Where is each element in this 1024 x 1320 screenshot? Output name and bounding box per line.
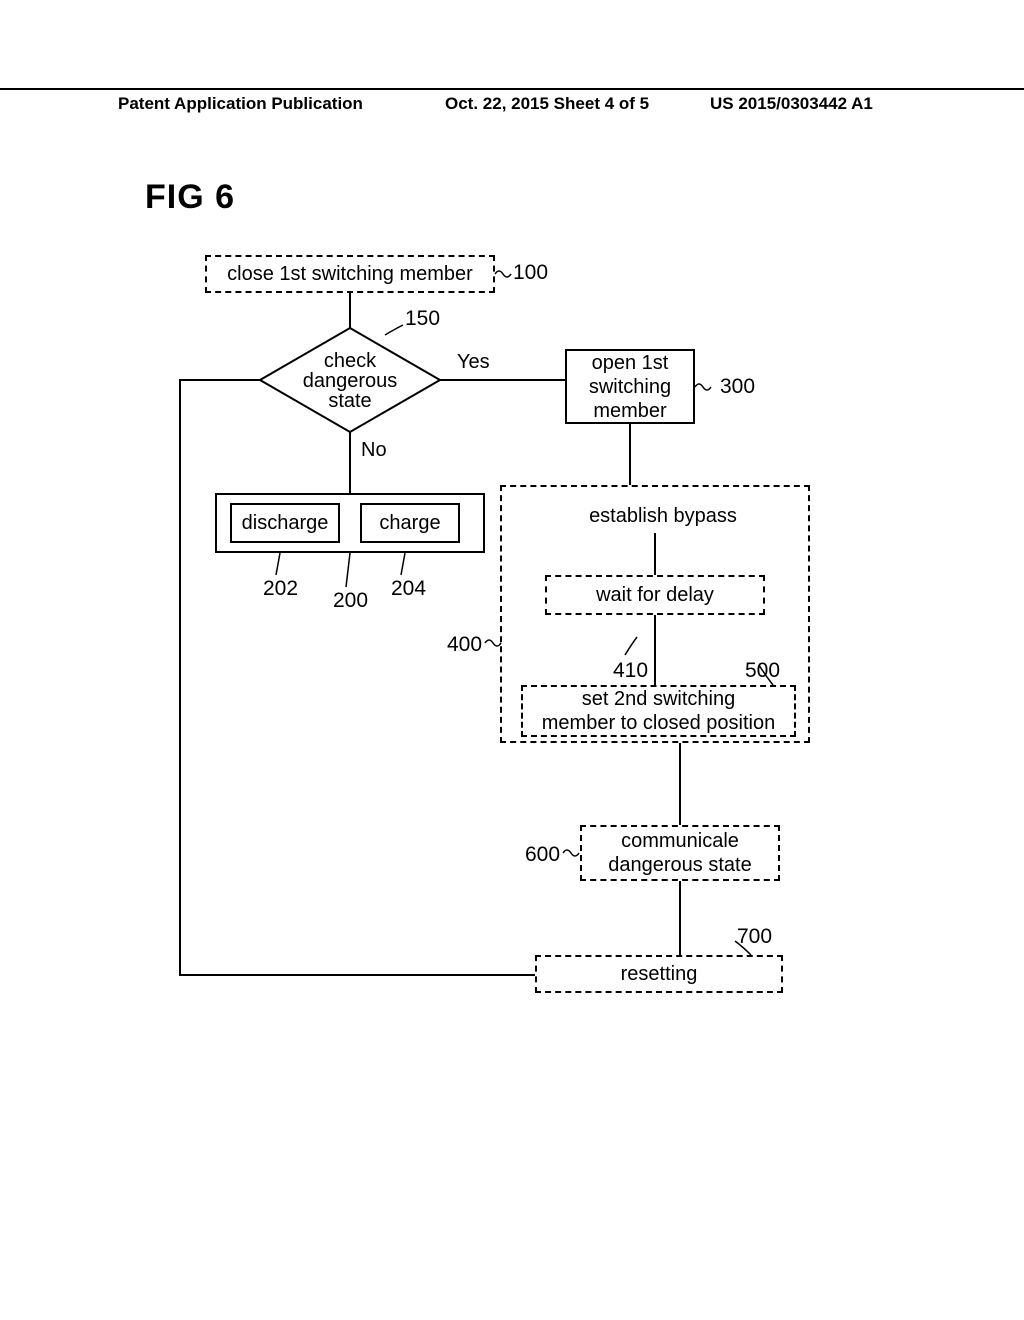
node-resetting: resetting <box>535 955 783 993</box>
leader-150 <box>385 325 403 335</box>
leader-204 <box>401 553 405 575</box>
tilde-400 <box>485 640 501 646</box>
node-500-text: set 2nd switching member to closed posit… <box>542 687 775 735</box>
label-no: No <box>361 439 387 462</box>
node-check-dangerous-diamond <box>260 328 440 432</box>
node-410-text: wait for delay <box>596 583 714 607</box>
ref-400: 400 <box>447 633 482 657</box>
header-date: Oct. 22, 2015 Sheet 4 of 5 <box>445 94 649 114</box>
edge-loop-back <box>180 380 535 975</box>
node-discharge: discharge <box>230 503 340 543</box>
ref-500: 500 <box>745 659 780 683</box>
leader-200 <box>346 553 350 587</box>
page: Patent Application Publication Oct. 22, … <box>0 0 1024 1320</box>
node-wait-delay: wait for delay <box>545 575 765 615</box>
header-pubnum: US 2015/0303442 A1 <box>710 94 873 114</box>
tilde-300 <box>695 384 711 390</box>
node-open-1st-switching: open 1st switching member <box>565 349 695 424</box>
node-300-text: open 1st switching member <box>589 351 671 423</box>
flowchart: close 1st switching member 100 open 1st … <box>145 245 865 1085</box>
diamond-line3: state <box>328 390 371 412</box>
label-yes: Yes <box>457 351 490 374</box>
ref-600: 600 <box>525 843 560 867</box>
figure-label: FIG 6 <box>145 178 235 217</box>
leader-202 <box>276 553 280 575</box>
ref-700: 700 <box>737 925 772 949</box>
diamond-line1: check <box>324 350 377 372</box>
ref-204: 204 <box>391 577 426 601</box>
header-left: Patent Application Publication <box>118 94 363 114</box>
page-header: Patent Application Publication Oct. 22, … <box>0 88 1024 116</box>
node-100-text: close 1st switching member <box>227 262 473 286</box>
node-204-text: charge <box>379 511 440 535</box>
node-400-title: establish bypass <box>573 505 753 528</box>
ref-200: 200 <box>333 589 368 613</box>
node-700-text: resetting <box>621 962 698 986</box>
node-set-2nd-switching: set 2nd switching member to closed posit… <box>521 685 796 737</box>
ref-100: 100 <box>513 261 548 285</box>
ref-300: 300 <box>720 375 755 399</box>
diamond-line2: dangerous <box>303 370 398 392</box>
node-600-text: communicale dangerous state <box>608 829 751 877</box>
node-communicate-dangerous: communicale dangerous state <box>580 825 780 881</box>
tilde-600 <box>563 850 579 856</box>
ref-202: 202 <box>263 577 298 601</box>
node-202-text: discharge <box>242 511 329 535</box>
tilde-100 <box>495 271 511 277</box>
ref-410: 410 <box>613 659 648 683</box>
ref-150: 150 <box>405 307 440 331</box>
node-close-1st-switching: close 1st switching member <box>205 255 495 293</box>
node-charge: charge <box>360 503 460 543</box>
